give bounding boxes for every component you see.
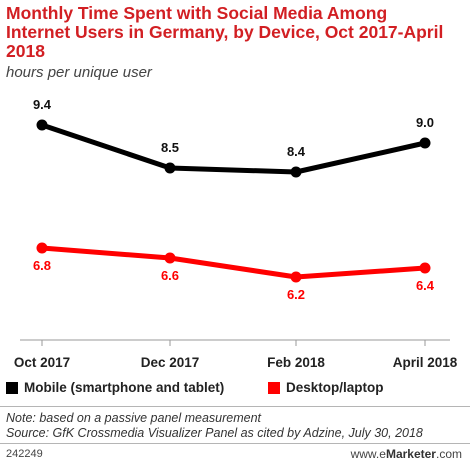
brand-e: e: [379, 447, 386, 461]
data-label: 6.2: [287, 287, 305, 302]
data-label: 6.8: [33, 258, 51, 273]
series-line: [41, 245, 426, 280]
note-text: Note: based on a passive panel measureme…: [6, 411, 262, 425]
data-point: [419, 137, 431, 149]
series-line: [41, 122, 426, 175]
data-label: 6.6: [161, 268, 179, 283]
data-label: 6.4: [416, 278, 435, 293]
brand-name: Marketer: [385, 447, 436, 461]
brand-prefix: www.: [350, 447, 380, 461]
data-point: [36, 119, 48, 131]
x-tick-label: Feb 2018: [267, 355, 325, 370]
x-tick-label: Oct 2017: [14, 355, 70, 370]
legend-item-mobile: Mobile (smartphone and tablet): [6, 380, 224, 395]
series-points: [36, 119, 431, 283]
legend-swatch-desktop: [268, 381, 280, 394]
data-point: [419, 262, 431, 274]
data-point: [36, 242, 48, 254]
divider-footer: [0, 443, 470, 444]
data-point: [290, 271, 302, 283]
source-text: Source: GfK Crossmedia Visualizer Panel …: [6, 426, 423, 440]
legend: Mobile (smartphone and tablet) Desktop/l…: [6, 380, 466, 400]
divider: [0, 406, 470, 407]
brand-suffix: .com: [435, 447, 462, 461]
data-label: 8.5: [161, 140, 179, 155]
data-labels: 9.4 8.5 8.4 9.0 6.8 6.6 6.2 6.4: [33, 97, 435, 302]
chart-id: 242249: [6, 448, 43, 460]
data-point: [164, 162, 176, 174]
line-chart: Oct 2017 Dec 2017 Feb 2018 April 2018 9.4 8.…: [14, 97, 458, 370]
x-tick-label: April 2018: [393, 355, 458, 370]
series-lines: [41, 122, 426, 280]
data-label: 9.0: [416, 115, 434, 130]
x-axis-labels: Oct 2017 Dec 2017 Feb 2018 April 2018: [14, 355, 458, 370]
chart-subtitle: hours per unique user: [6, 64, 152, 81]
data-label: 9.4: [33, 97, 52, 112]
x-axis-ticks: [41, 340, 426, 346]
legend-swatch-mobile: [6, 381, 18, 394]
chart-title: Monthly Time Spent with Social Media Amo…: [6, 3, 444, 61]
x-tick-label: Dec 2017: [141, 355, 200, 370]
data-label: 8.4: [287, 144, 306, 159]
legend-item-desktop: Desktop/laptop: [268, 380, 384, 395]
data-point: [164, 252, 176, 264]
brand-link[interactable]: www.eMarketer.com: [351, 447, 462, 461]
footer: 242249 www.eMarketer.com: [0, 444, 470, 466]
legend-label-desktop: Desktop/laptop: [286, 380, 384, 395]
legend-label-mobile: Mobile (smartphone and tablet): [24, 380, 225, 395]
data-point: [290, 166, 302, 178]
